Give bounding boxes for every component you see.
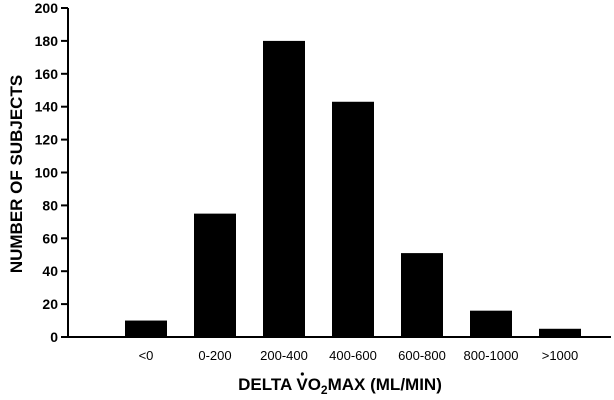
bar xyxy=(332,101,374,337)
y-tick-label: 180 xyxy=(35,33,59,49)
x-tick-label: >1000 xyxy=(542,348,579,363)
x-tick-label: 0-200 xyxy=(198,348,231,363)
y-axis-title: NUMBER OF SUBJECTS xyxy=(7,75,26,273)
x-axis-title: DELTA VO2MAX (ML/MIN) xyxy=(238,375,442,397)
y-tick-label: 120 xyxy=(35,132,59,148)
bar xyxy=(194,213,236,337)
x-tick-label: <0 xyxy=(139,348,154,363)
x-axis: <0 0-200 200-400 400-600 600-800 800-1000 >100… xyxy=(68,336,611,363)
x-axis-title-o: O xyxy=(308,375,321,394)
y-tick-label: 200 xyxy=(35,0,59,16)
y-tick-label: 160 xyxy=(35,66,59,82)
x-axis-title-prefix: DELTA xyxy=(238,375,296,394)
bar xyxy=(125,320,167,337)
bars-group xyxy=(125,40,581,338)
x-axis-title-v: V xyxy=(296,375,308,394)
bar xyxy=(539,328,581,337)
x-tick-label: 800-1000 xyxy=(464,348,519,363)
y-axis: 0 20 40 60 80 100 120 140 160 180 200 xyxy=(35,0,69,345)
bar xyxy=(470,310,512,337)
y-tick-label: 20 xyxy=(42,296,58,312)
x-tick-label: 200-400 xyxy=(260,348,308,363)
y-tick-label: 100 xyxy=(35,165,59,181)
x-axis-title-suffix: MAX (ML/MIN) xyxy=(328,375,442,394)
bar xyxy=(401,253,443,337)
y-tick-label: 60 xyxy=(42,230,58,246)
y-tick-label: 140 xyxy=(35,99,59,115)
y-tick-label: 0 xyxy=(50,329,58,345)
bar xyxy=(263,40,305,338)
x-tick-label: 400-600 xyxy=(329,348,377,363)
y-tick-label: 80 xyxy=(42,197,58,213)
y-tick-label: 40 xyxy=(42,263,58,279)
x-axis-title-subscript: 2 xyxy=(321,383,328,397)
x-tick-label: 600-800 xyxy=(398,348,446,363)
v-dot-mark xyxy=(300,372,304,376)
